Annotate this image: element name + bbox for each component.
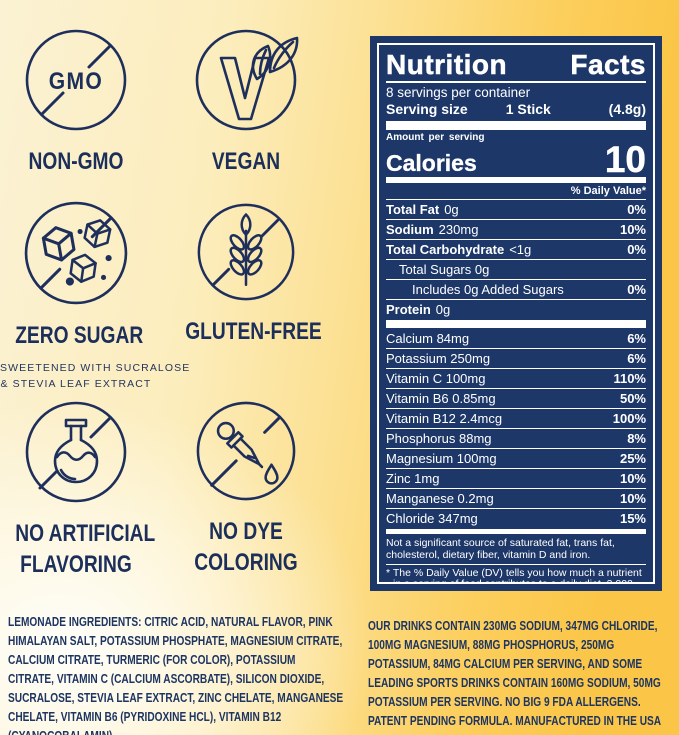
thick-divider: [386, 177, 646, 183]
gmo-crossed-icon: GMO: [25, 29, 127, 131]
badge-label: GLUTEN-FREE: [185, 318, 322, 345]
wheat-crossed-icon: [197, 203, 295, 301]
claims-body: OUR DRINKS CONTAIN 230MG SODIUM, 347MG C…: [368, 618, 661, 735]
nutrient-row: Total Carbohydrate <1g 0%: [386, 239, 646, 259]
amount-per-serving-label: Amount per serving: [386, 132, 485, 143]
thick-divider: [386, 529, 646, 534]
badge-gluten-free: GLUTEN-FREE: [170, 202, 322, 347]
badge-label: NO DYE: [209, 518, 283, 545]
claims-paragraph: OUR DRINKS CONTAIN 230MG SODIUM, 347MG C…: [368, 616, 666, 735]
gmo-icon-text: GMO: [49, 68, 103, 95]
vitamin-row: Vitamin B12 2.4mcg 100%: [386, 408, 646, 428]
nutrition-facts-title: Nutrition Facts: [386, 49, 646, 81]
calories-row: Calories 10: [386, 139, 647, 180]
ingredients-label: LEMONADE INGREDIENTS:: [8, 614, 142, 629]
nutrient-row: Sodium 230mg 10%: [386, 219, 646, 239]
vitamin-row: Calcium 84mg 6%: [386, 330, 646, 346]
divider: [386, 81, 646, 83]
vitamin-row: Zinc 1mg 10%: [386, 468, 646, 488]
badge-label: VEGAN: [211, 148, 281, 175]
flask-crossed-icon: [25, 401, 127, 503]
vitamin-row: Phosphorus 88mg 8%: [386, 428, 646, 448]
badge-label: ZERO SUGAR: [15, 322, 144, 349]
badge-non-gmo: GMO NON-GMO: [0, 28, 152, 177]
nutrition-facts-inner: Nutrition Facts 8 servings per container…: [377, 43, 655, 584]
not-significant-note: Not a significant source of saturated fa…: [386, 537, 615, 561]
badge-no-artificial-flavoring: NO ARTIFICIAL FLAVORING: [0, 400, 156, 580]
sweetener-subcaption: SWEETENED WITH SUCRALOSE & STEVIA LEAF E…: [0, 362, 191, 390]
serving-size-row: Serving size 1 Stick (4.8g): [386, 101, 646, 120]
ingredients-body: CITRIC ACID, NATURAL FLAVOR, PINK HIMALA…: [8, 614, 344, 735]
serving-size-value: 1 Stick: [505, 101, 551, 117]
calories-label: Calories: [386, 150, 477, 176]
servings-per-container: 8 servings per container: [386, 85, 531, 100]
vitamin-mineral-list: Calcium 84mg 6% Potassium 250mg 6% Vitam…: [386, 329, 646, 528]
vitamin-row: Magnesium 100mg 25%: [386, 448, 646, 468]
serving-size-weight: (4.8g): [608, 101, 646, 117]
nutrient-row: Total Fat 0g 0%: [386, 201, 646, 217]
vitamin-row: Vitamin C 100mg 110%: [386, 368, 646, 388]
nutrient-row: Protein 0g: [386, 299, 646, 319]
thick-divider: [386, 121, 646, 130]
badge-label: NO ARTIFICIAL: [15, 520, 156, 547]
nutrient-row: Includes 0g Added Sugars 0%: [386, 279, 646, 299]
thick-divider: [386, 320, 646, 328]
badge-no-dye-coloring: NO DYE COLORING: [170, 400, 322, 578]
vitamin-row: Manganese 0.2mg 10%: [386, 488, 646, 508]
badge-vegan: VEGAN: [170, 28, 322, 177]
nutrient-row: Total Sugars 0g: [386, 259, 646, 279]
ingredients-paragraph: LEMONADE INGREDIENTS: CITRIC ACID, NATUR…: [8, 612, 344, 735]
serving-size-label: Serving size: [386, 101, 468, 117]
calories-value: 10: [604, 139, 647, 180]
vitamin-row: Potassium 250mg 6%: [386, 348, 646, 368]
vegan-v-leaf-icon: [195, 29, 299, 131]
daily-value-header: % Daily Value*: [386, 184, 646, 200]
badge-label: NON-GMO: [28, 148, 124, 175]
main-nutrient-list: Total Fat 0g 0% Sodium 230mg 10% Total Car…: [386, 200, 646, 319]
daily-value-footnote: * The % Daily Value (DV) tells you how m…: [386, 566, 642, 584]
vitamin-row: Chloride 347mg 15%: [386, 508, 646, 528]
nutrition-facts-panel: Nutrition Facts 8 servings per container…: [370, 36, 662, 591]
badge-zero-sugar: ZERO SUGAR SWEETENED WITH SUCRALOSE & ST…: [0, 200, 191, 392]
dropper-crossed-icon: [196, 401, 296, 501]
sugar-cubes-crossed-icon: [24, 201, 128, 305]
vitamin-row: Vitamin B6 0.85mg 50%: [386, 388, 646, 408]
divider: [386, 564, 646, 565]
